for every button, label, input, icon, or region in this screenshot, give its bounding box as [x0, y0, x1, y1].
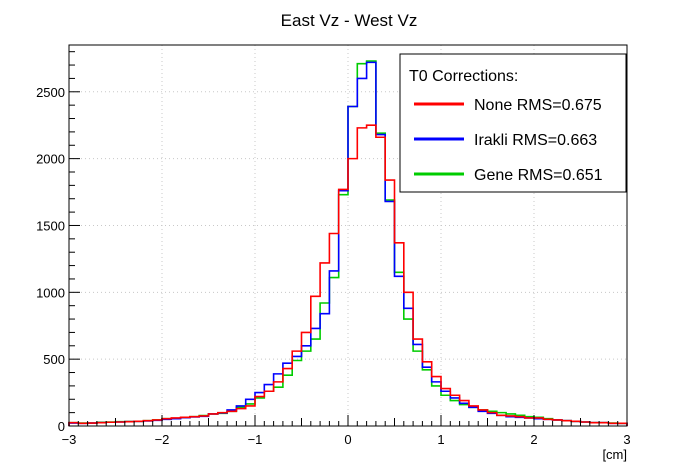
legend-entry-label: Gene RMS=0.651: [474, 167, 603, 184]
legend-entry-label: Irakli RMS=0.663: [474, 132, 597, 149]
legend-entry-label: None RMS=0.675: [474, 97, 602, 114]
x-tick-label: −1: [248, 432, 263, 447]
x-tick-label: −2: [155, 432, 170, 447]
legend: T0 Corrections: None RMS=0.675 Irakli RMS…: [399, 53, 627, 193]
y-tick-label: 1000: [36, 285, 65, 300]
y-tick-label: 0: [58, 419, 65, 434]
y-tick-label: 2000: [36, 152, 65, 167]
x-tick-label: 1: [437, 432, 444, 447]
x-tick-label: 3: [623, 432, 630, 447]
chart-title: East Vz - West Vz: [281, 11, 418, 30]
series-line-0: [68, 124, 628, 426]
x-axis: −3 −2 −1 0 1 2 3: [62, 415, 631, 447]
legend-entries: None RMS=0.675 Irakli RMS=0.663 Gene RMS=0…: [414, 97, 603, 184]
y-tick-label: 2500: [36, 85, 65, 100]
legend-title: T0 Corrections:: [409, 68, 518, 85]
y-tick-label: 500: [43, 352, 65, 367]
x-tick-label: 0: [344, 432, 351, 447]
y-axis: 0 500 1000 1500 2000 2500: [36, 51, 80, 434]
x-tick-label: 2: [530, 432, 537, 447]
legend-box: [399, 53, 627, 193]
x-tick-label: −3: [62, 432, 77, 447]
y-tick-label: 1500: [36, 218, 65, 233]
x-axis-label: [cm]: [602, 447, 627, 462]
